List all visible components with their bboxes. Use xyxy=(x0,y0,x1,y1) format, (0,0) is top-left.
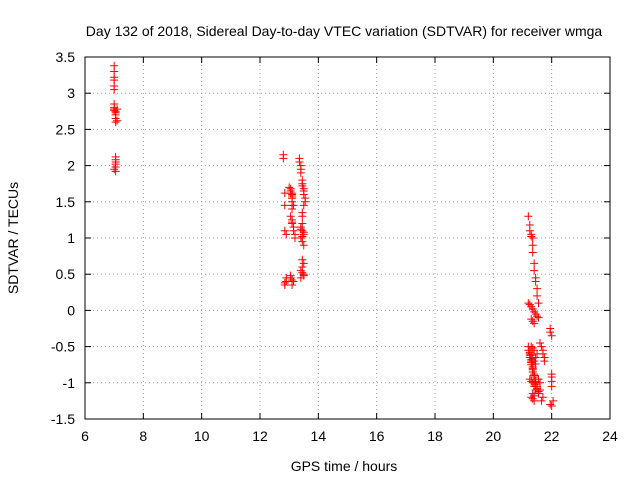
y-tick-label: 3 xyxy=(67,85,75,101)
x-tick-label: 10 xyxy=(194,428,210,444)
data-point xyxy=(110,165,119,174)
data-point xyxy=(298,237,307,246)
data-point xyxy=(111,167,120,176)
data-point xyxy=(538,393,547,402)
data-point xyxy=(282,277,291,286)
y-tick-label: 2 xyxy=(67,158,75,174)
data-point xyxy=(301,197,310,206)
x-tick-label: 8 xyxy=(139,428,147,444)
x-tick-label: 22 xyxy=(544,428,560,444)
data-point xyxy=(299,190,308,199)
data-point xyxy=(528,248,537,257)
data-point xyxy=(528,241,537,250)
data-point xyxy=(296,234,305,242)
data-point xyxy=(530,382,539,391)
y-tick-label: 0.5 xyxy=(56,266,76,282)
x-tick-label: 14 xyxy=(311,428,327,444)
x-tick-label: 24 xyxy=(602,428,618,444)
data-point xyxy=(279,154,288,163)
data-point xyxy=(528,367,537,376)
grid-lines xyxy=(85,57,610,419)
data-point xyxy=(546,328,555,337)
data-point xyxy=(536,338,544,347)
data-point xyxy=(537,396,546,405)
data-point xyxy=(280,201,289,210)
data-point xyxy=(286,212,295,221)
data-point xyxy=(525,226,534,235)
data-point xyxy=(524,212,533,221)
data-point xyxy=(530,396,539,405)
data-point xyxy=(527,232,536,241)
y-tick-label: 0 xyxy=(67,302,75,318)
data-point xyxy=(296,273,305,282)
data-point xyxy=(113,105,122,114)
data-point xyxy=(533,284,542,293)
x-tick-label: 18 xyxy=(427,428,443,444)
data-point xyxy=(528,234,537,242)
y-tick-label: -0.5 xyxy=(51,339,75,355)
data-point xyxy=(298,219,307,228)
data-point xyxy=(288,194,297,203)
data-point xyxy=(534,313,543,322)
data-point xyxy=(110,85,119,94)
x-tick-label: 6 xyxy=(81,428,89,444)
data-point xyxy=(528,317,537,326)
data-point xyxy=(547,382,556,391)
data-point xyxy=(530,266,539,275)
data-point xyxy=(527,377,536,386)
x-tick-label: 16 xyxy=(369,428,385,444)
data-point xyxy=(530,319,539,328)
data-point xyxy=(534,299,543,308)
data-point xyxy=(299,201,308,210)
data-point xyxy=(299,259,308,268)
data-point xyxy=(531,353,540,362)
data-point xyxy=(299,241,308,250)
y-tick-label: 1.5 xyxy=(56,194,76,210)
y-tick-label: 2.5 xyxy=(56,121,76,137)
y-tick-label: -1.5 xyxy=(51,411,75,427)
data-point xyxy=(280,281,289,290)
data-point xyxy=(533,312,542,321)
x-tick-label: 12 xyxy=(252,428,268,444)
data-point xyxy=(111,118,120,127)
data-point xyxy=(536,378,544,387)
data-point xyxy=(537,342,546,351)
data-point xyxy=(547,331,556,340)
data-point xyxy=(289,201,298,210)
data-point xyxy=(534,375,543,384)
x-axis-label: GPS time / hours xyxy=(291,458,398,474)
chart-title: Day 132 of 2018, Sidereal Day-to-day VTE… xyxy=(86,23,603,39)
data-point xyxy=(288,205,297,214)
data-point xyxy=(536,386,544,395)
data-points xyxy=(110,61,558,410)
data-point xyxy=(538,349,547,358)
data-point xyxy=(285,183,294,192)
data-point xyxy=(298,212,307,221)
data-point xyxy=(547,401,556,410)
data-point xyxy=(289,277,298,286)
data-point xyxy=(540,357,549,366)
data-point xyxy=(280,226,289,235)
data-point xyxy=(546,400,555,409)
x-tick-label: 20 xyxy=(486,428,502,444)
y-tick-label: 3.5 xyxy=(56,49,76,65)
data-point xyxy=(531,277,540,286)
axis-ticks: 6 8 10 12 14 16 18 20 22 24 -1.5 -1 -0.5 0 0.5 1 1.5 2 2.5… xyxy=(51,49,618,444)
y-tick-label: 1 xyxy=(67,230,75,246)
data-point xyxy=(533,291,542,300)
data-point xyxy=(288,219,297,228)
data-point xyxy=(288,281,297,290)
data-point xyxy=(295,157,304,166)
data-point xyxy=(282,230,291,239)
data-point xyxy=(528,378,537,387)
y-axis-label: SDTVAR / TECUs xyxy=(5,182,21,294)
data-point xyxy=(296,168,305,177)
data-point xyxy=(530,259,539,268)
y-tick-label: -1 xyxy=(63,375,76,391)
data-point xyxy=(113,116,122,125)
data-point xyxy=(289,226,298,235)
data-point xyxy=(298,255,307,264)
